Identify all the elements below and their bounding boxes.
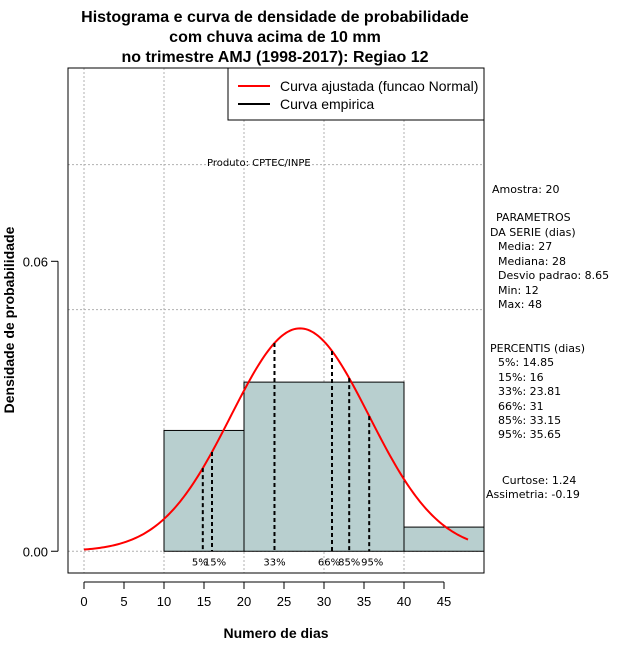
x-tick-label-35: 35 bbox=[357, 594, 371, 609]
legend-label-fitted: Curva ajustada (funcao Normal) bbox=[280, 78, 478, 94]
stat-median: Mediana: 28 bbox=[498, 255, 566, 268]
x-axis-label: Numero de dias bbox=[223, 625, 328, 641]
x-tick-label-10: 10 bbox=[157, 594, 171, 609]
y-axis: 0.00 0.06 bbox=[23, 254, 59, 559]
stat-p5: 5%: 14.85 bbox=[498, 356, 554, 369]
stat-mean: Media: 27 bbox=[498, 240, 552, 253]
percentile-label-15pct: 15% bbox=[204, 557, 226, 568]
histogram-bar-0 bbox=[163, 429, 245, 552]
fitted-normal-curve bbox=[83, 327, 469, 551]
chart-title-line-1: Histograma e curva de densidade de proba… bbox=[81, 9, 469, 26]
percentile-label-66pct: 66% bbox=[318, 557, 340, 568]
percentile-label-85pct: 85% bbox=[338, 557, 360, 568]
stat-params-header-2: DA SERIE (dias) bbox=[490, 226, 576, 239]
histogram-bar-1 bbox=[243, 381, 405, 552]
curve-layer bbox=[83, 327, 469, 551]
y-tick-label-0: 0.00 bbox=[23, 544, 48, 559]
percentile-label-5pct: 5% bbox=[192, 557, 208, 568]
product-note: Produto: CPTEC/INPE bbox=[207, 158, 311, 169]
percentile-layer: 5%15% 33% 66%85% 95% bbox=[192, 343, 383, 568]
x-tick-label-0: 0 bbox=[80, 594, 87, 609]
percentile-label-95pct: 95% bbox=[361, 557, 383, 568]
stat-p15: 15%: 16 bbox=[498, 371, 544, 384]
percentile-label-33pct: 33% bbox=[263, 557, 285, 568]
stat-p66: 66%: 31 bbox=[498, 400, 544, 413]
x-axis: 0 5 10 15 20 25 30 35 40 45 bbox=[80, 581, 451, 609]
stat-p85: 85%: 33.15 bbox=[498, 414, 561, 427]
legend-box bbox=[227, 67, 485, 121]
histogram-bar-2 bbox=[403, 526, 485, 552]
stat-assimetria: Assimetria: -0.19 bbox=[486, 488, 580, 501]
stat-p33: 33%: 23.81 bbox=[498, 385, 561, 398]
stat-sample: Amostra: 20 bbox=[492, 183, 559, 196]
y-axis-label: Densidade de probabilidade bbox=[1, 226, 17, 413]
stat-curtose: Curtose: 1.24 bbox=[502, 474, 576, 487]
x-tick-label-25: 25 bbox=[277, 594, 291, 609]
x-tick-label-20: 20 bbox=[237, 594, 251, 609]
stats-panel: Amostra: 20 PARAMETROS DA SERIE (dias) M… bbox=[486, 183, 609, 501]
bars-layer bbox=[163, 381, 485, 552]
x-tick-label-45: 45 bbox=[437, 594, 451, 609]
chart-title-line-3: no trimestre AMJ (1998-2017): Regiao 12 bbox=[121, 49, 428, 66]
chart-title-line-2: com chuva acima de 10 mm bbox=[169, 29, 381, 46]
x-tick-label-30: 30 bbox=[317, 594, 331, 609]
x-tick-label-15: 15 bbox=[197, 594, 211, 609]
stat-max: Max: 48 bbox=[498, 298, 542, 311]
stat-min: Min: 12 bbox=[498, 284, 539, 297]
stat-params-header-1: PARAMETROS bbox=[496, 211, 571, 224]
legend-label-empirical: Curva empirica bbox=[280, 96, 374, 112]
stat-sd: Desvio padrao: 8.65 bbox=[498, 269, 609, 282]
x-tick-label-40: 40 bbox=[397, 594, 411, 609]
stat-p95: 95%: 35.65 bbox=[498, 428, 561, 441]
legend: Curva ajustada (funcao Normal) Curva emp… bbox=[227, 67, 485, 121]
stat-percentis-header: PERCENTIS (dias) bbox=[490, 342, 585, 355]
y-tick-label-1: 0.06 bbox=[23, 254, 48, 269]
x-tick-label-5: 5 bbox=[120, 594, 127, 609]
